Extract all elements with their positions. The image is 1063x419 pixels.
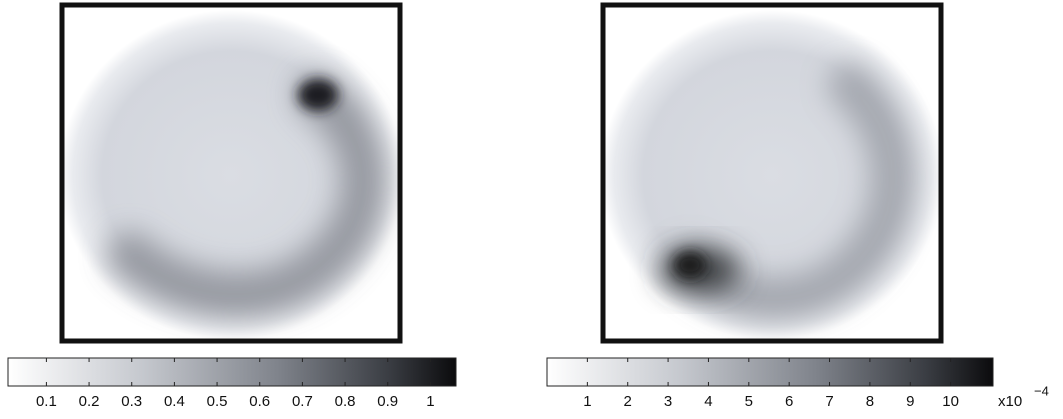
tick-label: 4 — [704, 393, 712, 410]
tick-label: 2 — [624, 393, 632, 410]
tick-label: 0.6 — [249, 393, 270, 410]
colorbar — [546, 357, 994, 387]
tick-label: 0.1 — [36, 393, 57, 410]
tick-label: 1 — [583, 393, 591, 410]
tick-label: 5 — [745, 393, 753, 410]
frame — [600, 2, 944, 344]
tick-label: 0.4 — [164, 393, 185, 410]
field-right — [603, 10, 941, 340]
tick-label: 0.2 — [79, 393, 100, 410]
tick-label: 9 — [906, 393, 914, 410]
tick-label: 0.5 — [207, 393, 228, 410]
frame — [59, 2, 403, 344]
tick-label: 0.9 — [377, 393, 398, 410]
tick-label: 0.8 — [335, 393, 356, 410]
tick-label: 10 — [942, 393, 959, 410]
tick-label: 6 — [785, 393, 793, 410]
scale-exponent: −4 — [1034, 383, 1049, 398]
tick-label: 0.3 — [121, 393, 142, 410]
tick-label: 7 — [825, 393, 833, 410]
tick-label: 0.7 — [292, 393, 313, 410]
tick-label: 8 — [866, 393, 874, 410]
tick-label: 1 — [426, 393, 434, 410]
colorbar — [7, 357, 457, 387]
field-left — [62, 10, 400, 340]
tick-label: 3 — [664, 393, 672, 410]
scale-label: x10 — [998, 393, 1022, 410]
